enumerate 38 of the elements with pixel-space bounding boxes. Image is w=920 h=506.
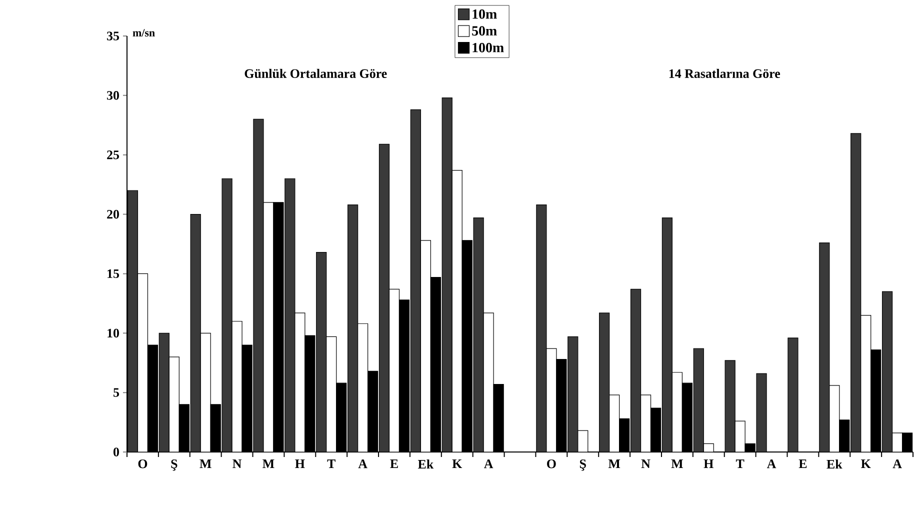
y-tick-label: 25 (107, 150, 120, 160)
x-tick-label: A (484, 460, 494, 468)
x-tick-label: A (766, 460, 776, 468)
y-tick-label: 5 (114, 388, 120, 397)
x-tick-label: Ş (580, 460, 586, 471)
annotation: 14 Rasatlarına Göre (669, 68, 780, 78)
legend-label: 10m (472, 9, 497, 19)
y-tick-label: 20 (107, 210, 119, 219)
x-tick-label: N (232, 460, 242, 468)
x-tick-label: Ş (171, 460, 178, 471)
x-tick-label: Ek (418, 460, 434, 469)
y-tick-label: 10 (108, 328, 119, 338)
annotation: Günlük Ortalamara Göre (244, 68, 387, 78)
x-tick-label: E (390, 460, 398, 468)
x-tick-label: M (200, 460, 212, 468)
y-tick-label: 15 (108, 269, 120, 278)
x-tick-label: A (892, 460, 902, 468)
x-tick-label: T (736, 460, 744, 468)
x-tick-label: E (798, 460, 807, 468)
y-tick-label: 30 (107, 91, 119, 100)
x-tick-label: M (608, 460, 620, 468)
x-tick-label: M (262, 460, 274, 468)
x-tick-label: H (704, 460, 714, 468)
x-tick-label: Ek (826, 460, 842, 469)
x-tick-label: M (671, 460, 683, 468)
x-tick-label: A (358, 460, 368, 468)
y-axis-title: m/sn (132, 29, 155, 36)
x-tick-label: T (327, 460, 336, 468)
x-tick-label: H (295, 460, 305, 468)
y-tick-label: 35 (107, 32, 120, 40)
x-tick-label: K (452, 460, 462, 468)
x-tick-label: N (641, 460, 650, 468)
x-tick-label: O (547, 460, 556, 468)
legend-label: 50m (472, 26, 497, 36)
legend-label: 100m (472, 42, 504, 52)
x-tick-label: O (138, 460, 148, 468)
x-tick-label: K (861, 460, 871, 468)
y-tick-label: 0 (114, 448, 119, 456)
